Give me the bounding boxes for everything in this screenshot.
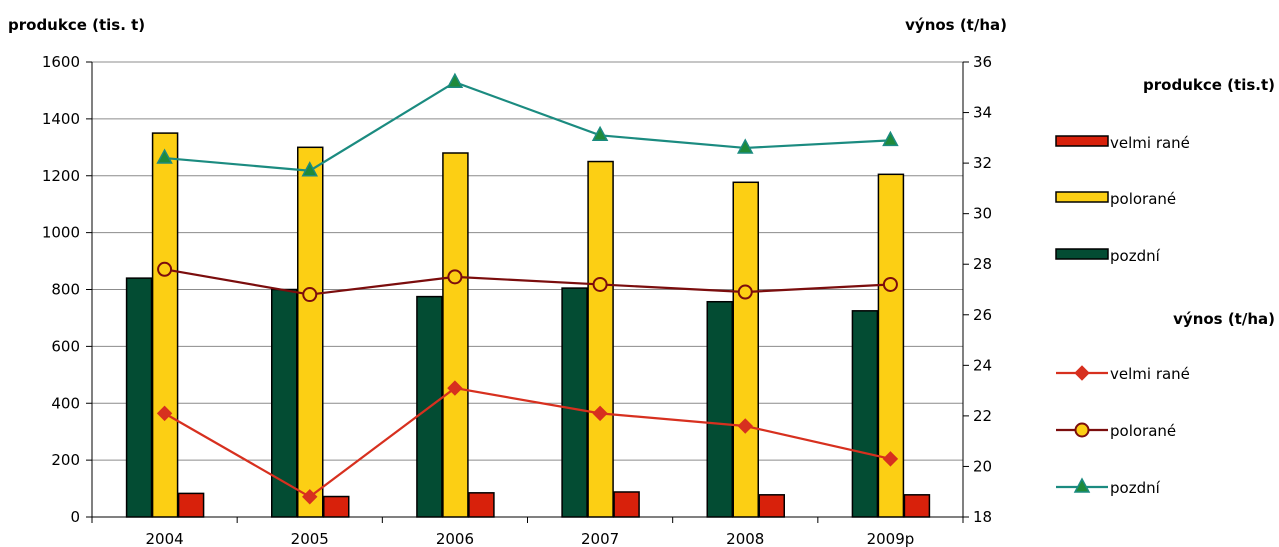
legend-label: pozdní — [1110, 479, 1161, 497]
bar — [561, 287, 588, 518]
y-left-tick-label: 1000 — [42, 224, 80, 242]
bar — [468, 492, 495, 518]
y-left-tick-label: 1200 — [42, 167, 80, 185]
line-point — [447, 380, 463, 396]
x-tick-label: 2005 — [291, 530, 329, 547]
series-line — [164, 268, 891, 296]
y-right-tick-label: 32 — [973, 154, 992, 172]
y-right-tick-label: 26 — [973, 306, 992, 324]
line-point — [1074, 422, 1090, 438]
line-point — [737, 418, 753, 434]
y-left-tick-label: 0 — [70, 508, 80, 526]
bar — [613, 491, 640, 518]
legend-swatch — [1055, 191, 1109, 203]
y-right-axis-title: výnos (t/ha) — [905, 16, 1007, 34]
x-tick-label: 2004 — [145, 530, 183, 547]
bar-series — [125, 132, 931, 518]
x-tick-label: 2006 — [436, 530, 474, 547]
line-point — [737, 284, 753, 300]
line-point — [302, 287, 318, 303]
legend-label: velmi rané — [1110, 134, 1190, 152]
legend-label: polorané — [1110, 190, 1176, 208]
legend-heading-yield: výnos (t/ha) — [1173, 310, 1275, 328]
y-right-tick-label: 36 — [973, 53, 992, 71]
line-point — [882, 130, 899, 147]
line-point — [736, 138, 754, 154]
y-left-tick-label: 400 — [51, 394, 80, 412]
line-point — [301, 161, 319, 177]
bar — [323, 495, 350, 518]
bar — [177, 492, 205, 518]
y-left-tick-label: 200 — [51, 451, 80, 469]
bar — [732, 181, 759, 518]
line-point — [446, 72, 464, 88]
line-point — [302, 489, 318, 505]
y-right-tick-label: 20 — [973, 457, 992, 475]
legend-heading-production: produkce (tis.t) — [1143, 76, 1275, 94]
bar — [851, 310, 879, 518]
y-left-axis-title: produkce (tis. t) — [8, 16, 145, 34]
gridlines — [92, 61, 963, 461]
bar — [271, 288, 298, 518]
bar — [442, 152, 469, 518]
line-series — [156, 72, 899, 505]
line-point — [1074, 365, 1090, 381]
series-line — [164, 81, 891, 172]
y-left-tick-label: 1600 — [42, 53, 80, 71]
y-left-tick-label: 1400 — [42, 110, 80, 128]
legend-swatch — [1055, 135, 1109, 147]
line-point — [447, 269, 463, 285]
line-point — [591, 125, 609, 142]
y-left-tick-label: 800 — [51, 281, 80, 299]
line-point — [156, 405, 173, 422]
line-point — [1073, 477, 1091, 493]
y-right-tick-label: 18 — [973, 508, 992, 526]
tick-labels: 0 200 400 600 800 1000 1200 1400 1600 18 20 22 24 26 2… — [42, 53, 992, 547]
line-point — [592, 405, 608, 422]
bar — [903, 494, 931, 518]
legend: produkce (tis.t) velmi rané polorané pozdní… — [1055, 76, 1275, 497]
x-tick-label: 2009p — [867, 530, 915, 547]
y-right-tick-label: 24 — [973, 356, 992, 374]
line-point — [157, 261, 173, 277]
y-right-tick-label: 22 — [973, 407, 992, 425]
y-right-tick-label: 34 — [973, 104, 992, 122]
bar — [151, 132, 179, 518]
bar — [758, 494, 785, 518]
line-point — [592, 276, 608, 292]
y-left-tick-label: 600 — [51, 337, 80, 355]
bar — [297, 146, 324, 518]
legend-label: velmi rané — [1110, 365, 1190, 383]
bar — [587, 160, 614, 518]
bar — [125, 277, 153, 518]
series-line — [164, 386, 891, 499]
legend-swatch — [1055, 248, 1109, 260]
x-tick-label: 2008 — [726, 530, 764, 547]
y-right-tick-label: 28 — [973, 255, 992, 273]
y-right-tick-label: 30 — [973, 205, 992, 223]
x-tick-label: 2007 — [581, 530, 619, 547]
legend-label: pozdní — [1110, 247, 1161, 265]
axes — [86, 61, 969, 523]
line-point — [882, 451, 899, 467]
bar — [706, 300, 733, 518]
line-point — [882, 276, 898, 292]
legend-label: polorané — [1110, 422, 1176, 440]
line-point — [156, 148, 173, 164]
